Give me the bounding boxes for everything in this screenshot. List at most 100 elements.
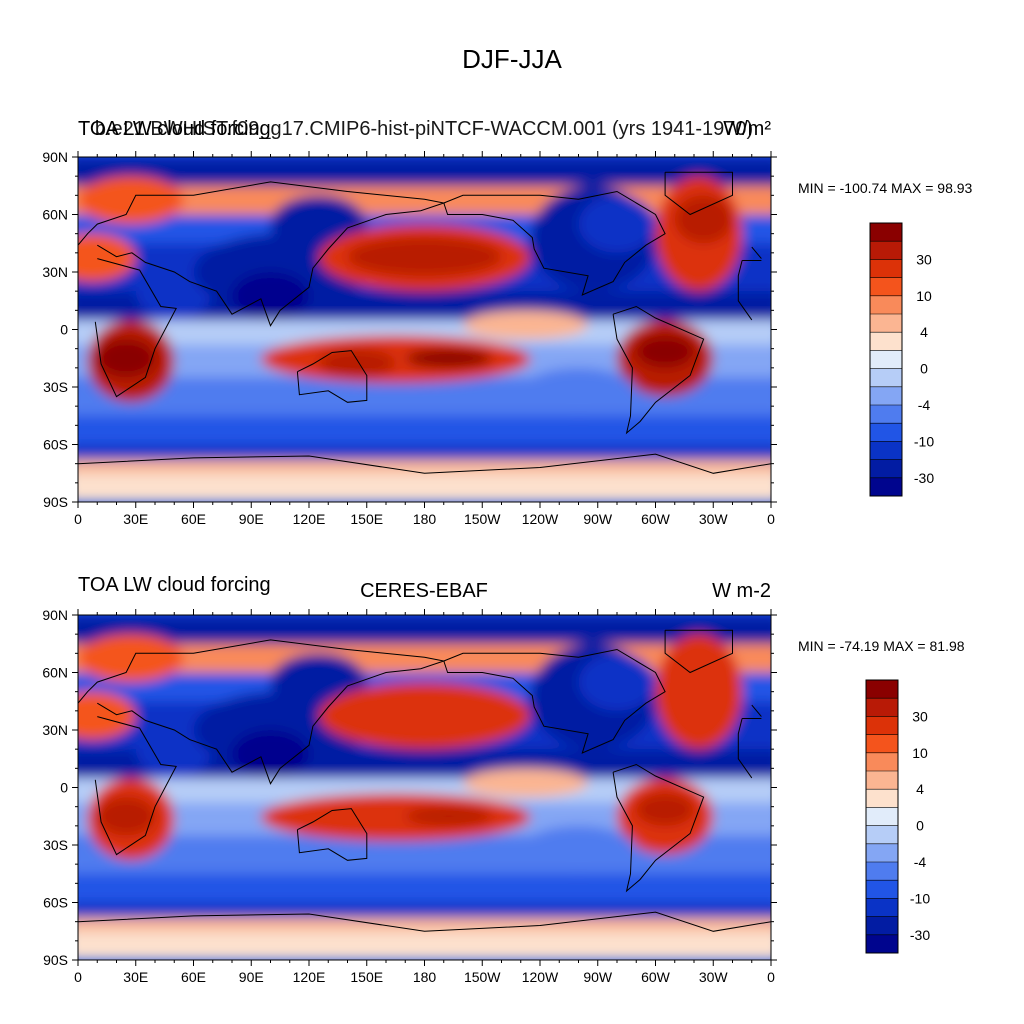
lon-tick-label: 60W <box>641 969 671 985</box>
colorbar-box <box>870 459 902 479</box>
colorbar-box <box>870 423 902 442</box>
colorbar-box <box>870 295 902 315</box>
panel-case-title: b.e21.BWHIST.f09_g17.CMIP6-hist-piNTCF-W… <box>95 118 753 140</box>
lat-tick-label: 30N <box>42 264 68 280</box>
min-max-label: MIN = -100.74 MAX = 98.93 <box>798 180 973 196</box>
longitude-axis: 0 30E 60E 90E 120E 150E 180 150W 120W 90W 60W 30W 0 <box>74 609 775 985</box>
field-region <box>347 695 502 734</box>
coastline-path <box>94 258 762 398</box>
coastline-path <box>296 808 368 861</box>
colorbar-box <box>870 477 902 497</box>
field-region <box>78 176 184 225</box>
lat-tick-label: 60N <box>42 207 68 223</box>
lon-tick-label: 120E <box>293 969 326 985</box>
field-band <box>78 917 771 932</box>
coastline-path <box>443 190 666 296</box>
colorbar-label: -10 <box>914 433 934 449</box>
lon-tick-label: 120E <box>293 511 326 527</box>
lon-tick-label: 150W <box>464 511 501 527</box>
map-plot <box>78 615 771 960</box>
lat-tick-label: 60S <box>43 437 68 453</box>
colorbar-box <box>866 934 898 954</box>
field-region <box>578 195 656 253</box>
colorbar-box <box>866 716 898 736</box>
cloud-forcing-field <box>78 157 771 502</box>
lon-tick-label: 30W <box>699 511 729 527</box>
cloud-forcing-field <box>78 615 771 960</box>
colorbar-label: 4 <box>916 781 924 797</box>
colorbar-box <box>870 332 902 351</box>
lat-tick-label: 90N <box>42 149 68 165</box>
colorbar-label: -30 <box>914 470 934 486</box>
map-plot <box>78 157 771 502</box>
field-region <box>97 339 155 378</box>
colorbar-box <box>866 771 898 790</box>
lat-tick-label: 30S <box>43 837 68 853</box>
coastline-path <box>612 305 705 435</box>
lon-tick-label: 0 <box>767 969 775 985</box>
panel-units: W/m² <box>723 118 771 140</box>
colorbar-label: 30 <box>912 708 928 724</box>
colorbar-box <box>866 880 898 899</box>
longitude-axis: 0 30E 60E 90E 120E 150E 180 150W 120W 90W 60W 30W 0 <box>74 151 775 527</box>
colorbar-box <box>866 916 898 936</box>
colorbar-box <box>866 698 898 717</box>
field-region <box>520 825 637 874</box>
colorbar-box <box>866 825 898 845</box>
lat-tick-label: 90N <box>42 607 68 623</box>
lon-tick-label: 120W <box>522 969 559 985</box>
field-band <box>78 459 771 474</box>
coastline <box>78 171 771 474</box>
field-region <box>674 195 733 244</box>
colorbar: 30 10 4 0 -4 -10 -30 <box>865 679 930 954</box>
field-region <box>78 634 184 683</box>
colorbar-label: -4 <box>918 397 931 413</box>
colorbar-box <box>866 807 898 827</box>
colorbar-box <box>866 789 898 808</box>
main-title: DJF-JJA <box>462 44 562 74</box>
lon-tick-label: 150E <box>350 511 383 527</box>
coastline-path <box>78 181 762 327</box>
field-region <box>636 793 694 826</box>
field-region <box>405 806 492 826</box>
lon-tick-label: 120W <box>522 511 559 527</box>
coastline-path <box>94 716 762 856</box>
colorbar-frame <box>869 222 903 497</box>
lon-tick-label: 60E <box>181 969 206 985</box>
colorbar-label: -30 <box>910 927 930 943</box>
lon-tick-label: 60E <box>181 511 206 527</box>
field-regions <box>78 157 771 502</box>
panel-left-title: TOA LW cloud forcing <box>78 118 271 140</box>
coastline-path <box>78 639 762 785</box>
field-band <box>78 157 771 186</box>
coastline-path <box>664 629 733 674</box>
model-panel: TOA LW cloud forcing b.e21.BWHIST.f09_g1… <box>42 118 972 527</box>
field-regions <box>78 615 771 960</box>
panel-case-title: CERES-EBAF <box>360 580 488 602</box>
field-region <box>636 335 694 368</box>
colorbar-label: 30 <box>916 251 932 267</box>
field-region <box>232 272 309 320</box>
lon-tick-label: 30E <box>123 969 148 985</box>
field-band <box>78 415 771 445</box>
latitude-axis: 90N 60N 30N 0 30S 60S 90S <box>42 607 777 968</box>
coastline-path <box>443 648 666 754</box>
field-region <box>135 262 213 320</box>
colorbar-box <box>866 898 898 918</box>
panel-units: W m-2 <box>712 580 771 602</box>
lat-tick-label: 30N <box>42 722 68 738</box>
lon-tick-label: 150W <box>464 969 501 985</box>
observation-panel: TOA LW cloud forcing CERES-EBAF W m-2 MI… <box>42 574 964 985</box>
field-region <box>318 348 396 378</box>
colorbar-label: 4 <box>920 324 928 340</box>
lon-tick-label: 90E <box>239 969 264 985</box>
field-region <box>135 720 213 778</box>
colorbar-label: 0 <box>920 361 928 377</box>
lat-tick-label: 30S <box>43 379 68 395</box>
field-region <box>405 348 492 368</box>
latitude-axis: 90N 60N 30N 0 30S 60S 90S <box>42 149 777 510</box>
lon-tick-label: 180 <box>413 511 437 527</box>
colorbar-box <box>870 241 902 260</box>
field-band <box>78 873 771 903</box>
lat-tick-label: 60N <box>42 665 68 681</box>
